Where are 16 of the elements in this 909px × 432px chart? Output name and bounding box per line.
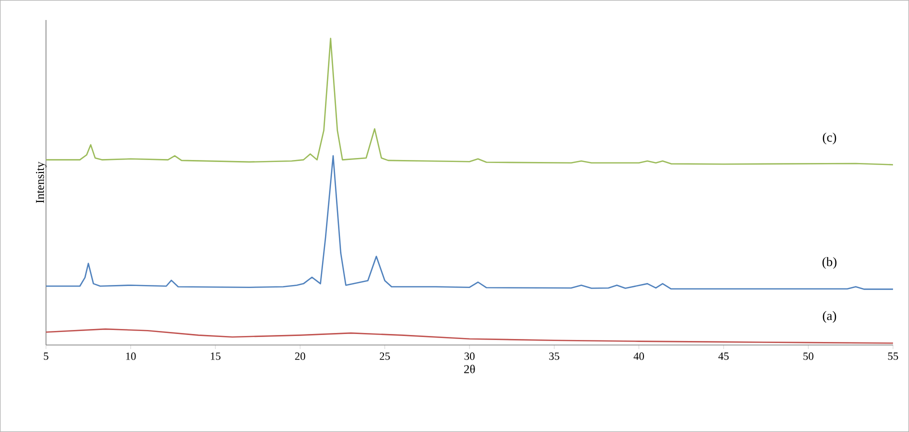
- x-tick-label: 25: [380, 352, 390, 360]
- x-tick-label: 40: [634, 352, 644, 360]
- series-label: (a): [822, 311, 836, 323]
- x-tick-label: 15: [210, 352, 220, 360]
- x-tick-label: 45: [718, 352, 729, 360]
- x-tick-label: 10: [126, 352, 136, 360]
- x-tick-label: 35: [549, 352, 560, 360]
- y-axis-title: Intensity: [36, 162, 46, 203]
- x-axis-title: 2θ: [464, 364, 475, 374]
- x-tick-label: 30: [464, 352, 475, 360]
- x-tick-label: 55: [888, 352, 898, 360]
- x-tick-label: 5: [44, 352, 48, 360]
- x-tick-label: 50: [803, 352, 814, 360]
- x-tick-label: 20: [295, 352, 306, 360]
- series-label: (c): [822, 132, 836, 144]
- series-label: (b): [822, 257, 836, 269]
